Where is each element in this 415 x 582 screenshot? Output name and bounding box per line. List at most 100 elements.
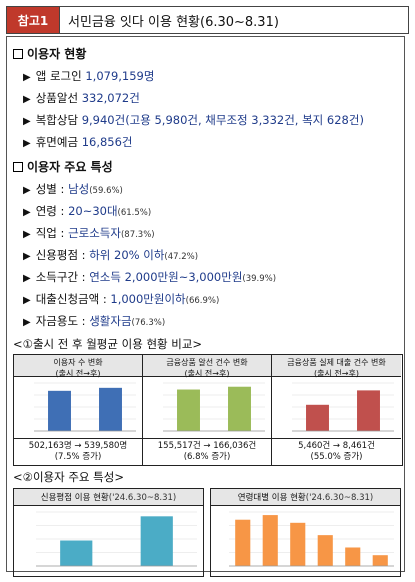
section2-list: ▶ 성별 : 남성(59.6%) ▶ 연령 : 20~30대(61.5%) ▶ 직업 : …	[13, 179, 402, 333]
item-percent: (47.2%)	[164, 252, 199, 262]
item-label: 앱 로그인	[35, 69, 82, 83]
age-box: 연령대별 이용 현황('24.6.30~8.31)	[210, 488, 401, 577]
item-value: 연소득 2,000만원~3,000만원	[89, 270, 243, 284]
section1-heading: 이용자 현황	[13, 45, 402, 62]
loans-bar-chart	[292, 382, 394, 432]
cell-result: 155,517건 → 166,036건	[157, 441, 257, 451]
age-period: ('24.6.30~8.31)	[305, 493, 374, 503]
cell-subtitle: (출시 전→후)	[55, 369, 101, 378]
item-percent: (61.5%)	[117, 208, 152, 218]
credit-score-box: 신용평점 이용 현황('24.6.30~8.31)	[13, 488, 204, 577]
cell-rate: (6.8% 증가)	[183, 452, 231, 462]
item-percent: (76.3%)	[131, 318, 166, 328]
item-percent: (66.9%)	[185, 296, 220, 306]
compare-cell-referral: 금융상품 알선 건수 변화 (출시 전→후) 155,517건 → 166,036…	[143, 355, 272, 465]
feature-item: ▶ 소득구간 : 연소득 2,000만원~3,000만원(39.9%)	[13, 267, 402, 289]
item-percent: (87.3%)	[120, 230, 155, 240]
status-item: ▶ 휴면예금 16,856건	[13, 132, 402, 154]
arrow-bullet-icon: ▶	[23, 251, 31, 262]
item-value: 1,079,159명	[85, 69, 155, 83]
bar	[48, 390, 71, 431]
item-label: 직업 :	[35, 226, 65, 240]
bar	[357, 390, 380, 431]
compare-title: <①출시 전 후 월평균 이용 현황 비교>	[13, 337, 203, 351]
bar	[290, 522, 306, 566]
content-box: 이용자 현황 ▶ 앱 로그인 1,079,159명 ▶ 상품알선 332,072건 ▶ 복…	[6, 36, 405, 577]
item-label: 휴면예금	[35, 135, 79, 149]
feature-item: ▶ 직업 : 근로소득자(87.3%)	[13, 223, 402, 245]
item-percent: (59.6%)	[89, 186, 123, 196]
arrow-bullet-icon: ▶	[23, 295, 31, 306]
section2-title: 이용자 주요 특성	[27, 160, 113, 174]
status-item: ▶ 상품알선 332,072건	[13, 88, 402, 110]
page-header: 참고1 서민금융 잇다 이용 현황(6.30~8.31)	[6, 6, 409, 34]
age-bar-chart	[229, 511, 394, 567]
cell-subtitle: (출시 전→후)	[314, 369, 359, 378]
section2-heading: 이용자 주요 특성	[13, 158, 402, 175]
item-value: 생활자금	[89, 314, 132, 328]
bar	[306, 404, 329, 431]
arrow-bullet-icon: ▶	[23, 94, 31, 105]
section1-title: 이용자 현황	[27, 47, 87, 61]
bar	[235, 519, 251, 566]
square-bullet-icon	[13, 161, 23, 172]
feature-item: ▶ 성별 : 남성(59.6%)	[13, 179, 402, 201]
item-label: 자금용도 :	[35, 314, 86, 328]
cell-rate: (55.0% 증가)	[310, 452, 363, 462]
features-grid: 신용평점 이용 현황('24.6.30~8.31) 연령대별 이용 현황('24…	[13, 488, 401, 577]
arrow-bullet-icon: ▶	[23, 138, 31, 149]
item-value: 1,000만원이하	[110, 292, 186, 306]
square-bullet-icon	[13, 48, 23, 59]
features-title: <②이용자 주요 특성>	[13, 470, 124, 484]
users-bar-chart	[34, 382, 136, 432]
credit-score-bar-chart	[36, 511, 197, 567]
item-value: 16,856건	[81, 135, 133, 149]
item-label: 신용평점 :	[35, 248, 86, 262]
bar	[140, 516, 173, 566]
cell-rate: (7.5% 증가)	[54, 452, 102, 462]
reference-tag: 참고1	[7, 7, 60, 33]
arrow-bullet-icon: ▶	[23, 229, 31, 240]
cell-subtitle: (출시 전→후)	[184, 369, 230, 378]
arrow-bullet-icon: ▶	[23, 72, 31, 83]
bar	[262, 515, 278, 566]
cell-result: 5,460건 → 8,461건	[298, 441, 375, 451]
item-value: 332,072건	[81, 91, 140, 105]
cell-title: 금융상품 실제 대출 건수 변화	[287, 358, 386, 367]
referral-bar-chart	[163, 382, 265, 432]
item-value: 20~30대	[68, 204, 118, 218]
bar	[60, 540, 93, 566]
arrow-bullet-icon: ▶	[23, 116, 31, 127]
status-item: ▶ 앱 로그인 1,079,159명	[13, 66, 402, 88]
bar	[99, 387, 122, 431]
status-item: ▶ 복합상담 9,940건(고용 5,980건, 채무조정 3,332건, 복지 …	[13, 110, 402, 132]
feature-item: ▶ 신용평점 : 하위 20% 이하(47.2%)	[13, 245, 402, 267]
arrow-bullet-icon: ▶	[23, 317, 31, 328]
item-label: 연령 :	[35, 204, 65, 218]
item-label: 소득구간 :	[35, 270, 86, 284]
feature-item: ▶ 연령 : 20~30대(61.5%)	[13, 201, 402, 223]
item-value: 근로소득자	[68, 226, 121, 240]
feature-item: ▶ 대출신청금액 : 1,000만원이하(66.9%)	[13, 289, 402, 311]
bar	[177, 389, 200, 431]
compare-grid: 이용자 수 변화 (출시 전→후) 502,163명 → 539,580명 (7.5…	[13, 354, 403, 466]
page-title: 서민금융 잇다 이용 현황(6.30~8.31)	[68, 14, 279, 30]
item-label: 상품알선	[35, 91, 79, 105]
arrow-bullet-icon: ▶	[23, 185, 31, 196]
credit-score-title: 신용평점 이용 현황	[40, 493, 109, 503]
cell-title: 금융상품 알선 건수 변화	[166, 358, 248, 367]
item-label: 대출신청금액 :	[35, 292, 107, 306]
credit-score-period: ('24.6.30~8.31)	[108, 493, 177, 503]
item-value: 하위 20% 이하	[89, 248, 165, 262]
section1-list: ▶ 앱 로그인 1,079,159명 ▶ 상품알선 332,072건 ▶ 복합상담 9,9…	[13, 66, 402, 154]
arrow-bullet-icon: ▶	[23, 273, 31, 284]
item-label: 복합상담	[35, 113, 79, 127]
item-value: 남성	[68, 182, 90, 196]
cell-title: 이용자 수 변화	[53, 358, 103, 367]
bar	[372, 555, 388, 566]
bar	[317, 535, 333, 566]
bar	[228, 386, 251, 431]
compare-cell-users: 이용자 수 변화 (출시 전→후) 502,163명 → 539,580명 (7.5…	[14, 355, 143, 465]
arrow-bullet-icon: ▶	[23, 207, 31, 218]
item-value: 9,940건(고용 5,980건, 채무조정 3,332건, 복지 628건)	[81, 113, 364, 127]
